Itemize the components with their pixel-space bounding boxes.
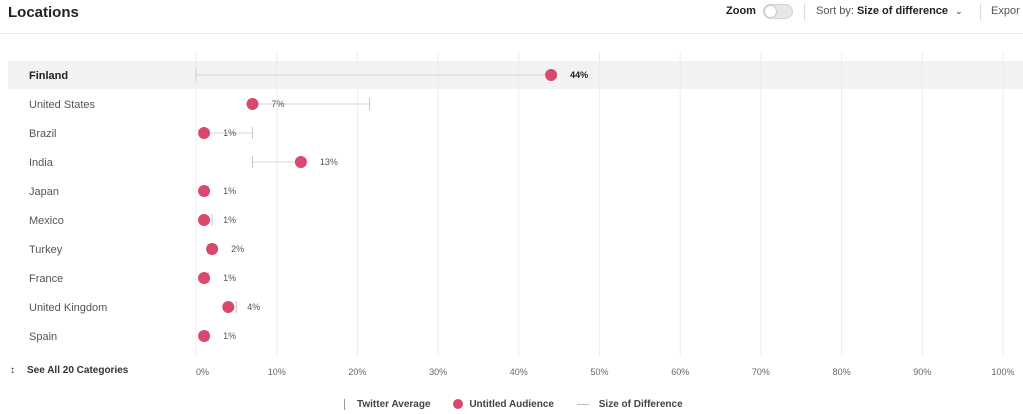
row-label: United States bbox=[29, 99, 96, 111]
x-tick-label: 90% bbox=[913, 367, 931, 377]
legend-size-of-difference[interactable]: Size of Difference bbox=[576, 399, 683, 411]
chart-legend: Twitter Average Untitled Audience Size o… bbox=[344, 399, 703, 414]
x-tick-label: 40% bbox=[510, 367, 528, 377]
row-label: Mexico bbox=[29, 215, 64, 227]
audience-dot bbox=[294, 156, 307, 168]
audience-dot bbox=[198, 185, 211, 197]
x-tick-label: 0% bbox=[196, 367, 209, 377]
row-label: United Kingdom bbox=[29, 302, 107, 314]
x-tick-label: 100% bbox=[991, 367, 1014, 377]
header-bar: Locations Zoom Sort by: Size of differen… bbox=[0, 0, 1023, 34]
legend-label: Size of Difference bbox=[598, 399, 683, 411]
value-label: 2% bbox=[231, 244, 244, 254]
audience-dot bbox=[222, 301, 235, 313]
audience-dot bbox=[246, 98, 259, 110]
value-label: 1% bbox=[223, 331, 236, 341]
difference-line-icon bbox=[576, 403, 589, 405]
audience-dot bbox=[198, 214, 211, 226]
row-label: Finland bbox=[29, 70, 68, 82]
legend-untitled-audience[interactable]: Untitled Audience bbox=[453, 399, 554, 410]
audience-dot bbox=[206, 243, 219, 255]
legend-label: Untitled Audience bbox=[469, 399, 554, 411]
legend-label: Twitter Average bbox=[357, 399, 431, 411]
value-label: 1% bbox=[223, 273, 236, 283]
audience-dot bbox=[198, 330, 211, 342]
audience-dot bbox=[198, 272, 211, 284]
row-label: India bbox=[29, 157, 54, 169]
value-label: 4% bbox=[247, 302, 260, 312]
see-all-label: See All 20 Categories bbox=[27, 365, 129, 376]
value-label: 44% bbox=[570, 70, 588, 80]
row-label: Brazil bbox=[29, 128, 57, 140]
row-label: Spain bbox=[29, 331, 57, 343]
sort-prefix: Sort by: bbox=[816, 5, 854, 17]
x-tick-label: 70% bbox=[752, 367, 770, 377]
page-title: Locations bbox=[8, 4, 79, 21]
audience-dot bbox=[198, 127, 211, 139]
audience-dot bbox=[545, 69, 558, 81]
value-label: 1% bbox=[223, 186, 236, 196]
sort-value: Size of difference bbox=[856, 5, 949, 17]
export-button[interactable]: Expor bbox=[991, 5, 1020, 17]
value-label: 7% bbox=[271, 99, 284, 109]
x-tick-label: 60% bbox=[671, 367, 689, 377]
value-label: 1% bbox=[223, 128, 236, 138]
value-label: 13% bbox=[320, 157, 338, 167]
chevron-down-icon: ⌄ bbox=[955, 6, 963, 16]
row-label: France bbox=[29, 273, 63, 285]
row-label: Japan bbox=[29, 186, 59, 198]
sort-dropdown[interactable]: Sort by: Size of difference ⌄ bbox=[816, 5, 963, 17]
x-tick-label: 80% bbox=[833, 367, 851, 377]
x-tick-label: 50% bbox=[590, 367, 608, 377]
legend-twitter-average[interactable]: Twitter Average bbox=[344, 399, 431, 410]
x-tick-label: 10% bbox=[268, 367, 286, 377]
zoom-label: Zoom bbox=[726, 5, 756, 17]
average-marker-icon bbox=[344, 399, 345, 410]
zoom-toggle[interactable] bbox=[763, 4, 793, 19]
x-tick-label: 20% bbox=[348, 367, 366, 377]
toggle-knob bbox=[765, 6, 776, 17]
header-divider bbox=[804, 3, 805, 21]
x-tick-label: 30% bbox=[429, 367, 447, 377]
up-down-arrows-icon: ↕ bbox=[10, 365, 15, 376]
see-all-categories-button[interactable]: ↕ See All 20 Categories bbox=[10, 365, 128, 376]
header-divider bbox=[980, 3, 981, 21]
audience-dot-icon bbox=[453, 399, 464, 410]
row-label: Turkey bbox=[29, 244, 63, 256]
value-label: 1% bbox=[223, 215, 236, 225]
